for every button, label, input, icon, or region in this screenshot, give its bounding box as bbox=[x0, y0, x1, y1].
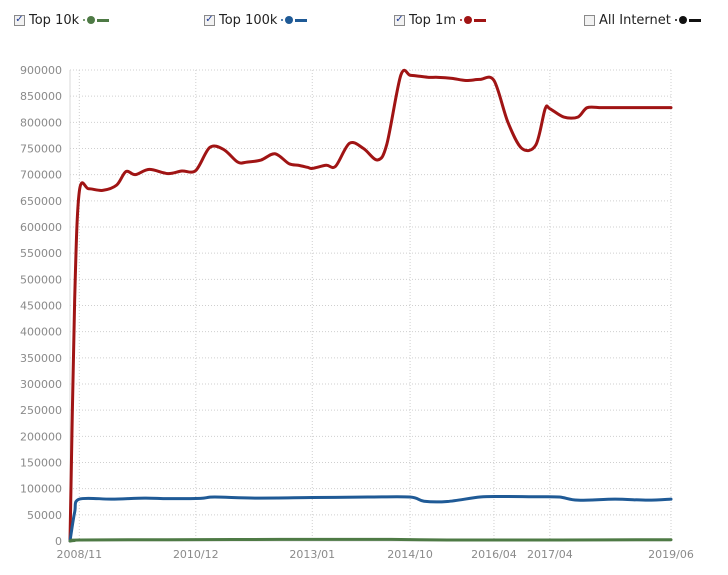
checkmark-icon: ✓ bbox=[395, 14, 404, 25]
x-tick-label: 2016/04 bbox=[471, 548, 517, 561]
y-tick-label: 0 bbox=[55, 535, 62, 548]
x-tick-label: 2010/12 bbox=[173, 548, 219, 561]
y-tick-label: 650000 bbox=[20, 195, 62, 208]
checkmark-icon: ✓ bbox=[205, 14, 214, 25]
legend-swatch-top-1m bbox=[460, 14, 487, 26]
y-tick-label: 100000 bbox=[20, 483, 62, 496]
y-tick-label: 200000 bbox=[20, 430, 62, 443]
legend-item-top-100k[interactable]: ✓ Top 100k bbox=[204, 11, 308, 29]
y-tick-label: 250000 bbox=[20, 404, 62, 417]
legend-item-top-10k[interactable]: ✓ Top 10k bbox=[14, 11, 110, 29]
legend-swatch-all-internet bbox=[674, 14, 701, 26]
series-line-top-100k bbox=[68, 494, 673, 543]
legend-swatch-top-10k bbox=[83, 14, 110, 26]
checkbox-top-1m[interactable]: ✓ bbox=[394, 14, 405, 26]
y-tick-label: 350000 bbox=[20, 352, 62, 365]
y-tick-label: 550000 bbox=[20, 247, 62, 260]
legend-label-top-100k: Top 100k bbox=[219, 12, 278, 28]
y-tick-label: 700000 bbox=[20, 169, 62, 182]
y-tick-label: 300000 bbox=[20, 378, 62, 391]
x-tick-label: 2008/11 bbox=[56, 548, 102, 561]
x-tick-label: 2019/06 bbox=[648, 548, 694, 561]
y-tick-label: 800000 bbox=[20, 116, 62, 129]
y-tick-label: 850000 bbox=[20, 90, 62, 103]
y-tick-label: 500000 bbox=[20, 273, 62, 286]
y-tick-label: 900000 bbox=[20, 64, 62, 77]
x-tick-label: 2014/10 bbox=[387, 548, 433, 561]
y-tick-label: 450000 bbox=[20, 300, 62, 313]
legend-label-top-1m: Top 1m bbox=[409, 12, 457, 28]
checkbox-top-10k[interactable]: ✓ bbox=[14, 14, 25, 26]
legend-label-all-internet: All Internet bbox=[599, 12, 671, 28]
series-line-top-10k bbox=[68, 537, 673, 543]
legend-item-all-internet[interactable]: All Internet bbox=[584, 11, 701, 29]
checkmark-icon: ✓ bbox=[15, 14, 24, 25]
checkbox-top-100k[interactable]: ✓ bbox=[204, 14, 215, 26]
y-tick-label: 50000 bbox=[27, 509, 62, 522]
legend-swatch-top-100k bbox=[281, 14, 308, 26]
y-tick-label: 750000 bbox=[20, 143, 62, 156]
chart-legend: ✓ Top 10k ✓ Top 100k ✓ Top 1m All Intern… bbox=[0, 0, 728, 36]
y-tick-label: 400000 bbox=[20, 326, 62, 339]
legend-item-top-1m[interactable]: ✓ Top 1m bbox=[394, 11, 487, 29]
y-tick-label: 600000 bbox=[20, 221, 62, 234]
series-line-top-1m bbox=[68, 68, 673, 543]
y-tick-label: 150000 bbox=[20, 457, 62, 470]
checkbox-all-internet[interactable] bbox=[584, 14, 595, 26]
legend-label-top-10k: Top 10k bbox=[29, 12, 80, 28]
x-tick-label: 2017/04 bbox=[527, 548, 573, 561]
x-tick-label: 2013/01 bbox=[289, 548, 335, 561]
